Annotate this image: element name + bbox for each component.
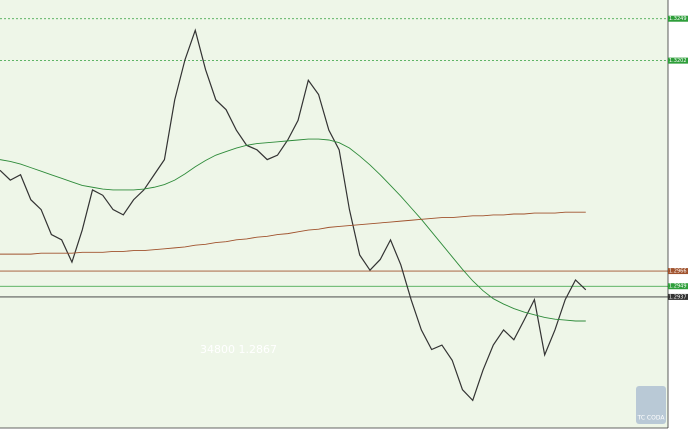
level-label: 1.2937 xyxy=(669,294,687,300)
level-label: 1.3202 xyxy=(669,58,687,64)
level-label: 1.2966 xyxy=(669,269,687,275)
axes: 1.3249 1.3202 1.2966 1.2949 1.2937 xyxy=(668,15,688,300)
time-axis-background xyxy=(0,428,688,437)
logo-text: TC CODA xyxy=(637,415,666,422)
level-tag xyxy=(668,15,688,22)
plot-background xyxy=(0,0,668,428)
level-tag xyxy=(668,268,688,275)
series-line xyxy=(0,28,587,402)
volume-annotation: 34800 1.2867 xyxy=(200,343,277,356)
logo-box xyxy=(636,386,666,424)
level-tag xyxy=(668,293,688,300)
lines xyxy=(0,28,587,402)
level-tag xyxy=(668,57,688,64)
series-line xyxy=(0,211,586,255)
level-label: 1.2949 xyxy=(669,284,687,290)
price-axis-background xyxy=(668,0,688,437)
levels xyxy=(0,18,668,298)
series-line xyxy=(0,138,586,322)
level-tag xyxy=(668,283,688,290)
level-label: 1.3249 xyxy=(669,16,687,22)
